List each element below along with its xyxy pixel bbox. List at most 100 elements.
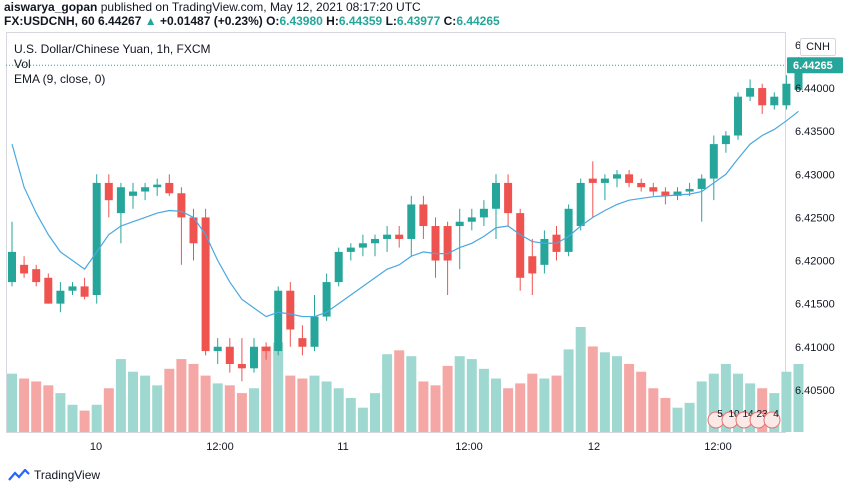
chart-legend: U.S. Dollar/Chinese Yuan, 1h, FXCM Vol E…: [14, 42, 211, 87]
candle-body: [431, 226, 440, 261]
currency-button[interactable]: CNH: [800, 38, 836, 56]
event-badges[interactable]: 5 10 14 23 4: [707, 409, 781, 429]
candle-body: [165, 182, 174, 194]
volume-bar: [672, 407, 683, 432]
candle-body: [770, 96, 779, 106]
candle-body: [8, 251, 16, 283]
volume-bar: [91, 404, 102, 432]
volume-bars: [7, 327, 804, 432]
volume-bar: [370, 393, 380, 432]
volume-bar: [103, 388, 114, 432]
volume-bar: [781, 371, 792, 432]
candle-body: [576, 182, 585, 227]
legend-title[interactable]: U.S. Dollar/Chinese Yuan, 1h, FXCM: [14, 42, 211, 56]
candle-body: [564, 208, 573, 252]
candle-body: [262, 346, 271, 352]
candle-body: [492, 182, 500, 209]
volume-bar: [273, 342, 284, 432]
volume-bar: [261, 346, 272, 432]
candle-body: [540, 238, 549, 265]
price-tick-label: 6.40500: [795, 385, 835, 397]
ema-line: [11, 110, 799, 318]
candle-body: [68, 286, 77, 291]
volume-bar: [648, 388, 659, 432]
volume-bar: [733, 373, 743, 432]
candle-body: [443, 226, 452, 261]
time-tick-label: 12:00: [704, 441, 732, 453]
chart-panel[interactable]: [6, 32, 786, 433]
open-label: O:: [266, 14, 280, 28]
price-axis[interactable]: 6.445006.440006.435006.430006.425006.420…: [787, 40, 843, 397]
candle-body: [80, 286, 89, 297]
price-tick-label: 6.44000: [795, 83, 835, 95]
event-count: 5: [717, 409, 723, 420]
legend-vol[interactable]: Vol: [14, 57, 31, 71]
close-value: 6.44265: [456, 14, 500, 28]
volume-bar: [745, 383, 756, 432]
candle-body: [613, 174, 621, 179]
candle-body: [322, 282, 331, 317]
candle-body: [189, 217, 198, 244]
volume-bar: [696, 381, 707, 432]
volume-bar: [624, 363, 635, 432]
symbol-info: FX:USDCNH, 60 6.44267 ▲ +0.01487 (+0.23%…: [4, 14, 500, 28]
volume-bar: [418, 381, 429, 432]
candle-body: [250, 346, 258, 369]
candle-body: [129, 191, 137, 196]
candle-body: [504, 182, 513, 214]
last-price-label: 6.44265: [793, 60, 833, 72]
candle-body: [649, 187, 658, 192]
last-value: 6.44267: [98, 14, 142, 28]
event-count: 14: [742, 409, 754, 420]
volume-bar: [587, 346, 598, 432]
price-tick-label: 6.42500: [795, 212, 835, 224]
volume-bar: [636, 371, 647, 432]
published-text: published on TradingView.com, May 12, 20…: [100, 0, 421, 14]
volume-bar: [515, 383, 526, 432]
volume-bar: [720, 363, 731, 432]
publish-info: aiswarya_gopan published on TradingView.…: [4, 0, 421, 14]
candle-body: [697, 178, 706, 189]
candle-body: [588, 178, 597, 183]
volume-bar: [128, 371, 138, 432]
volume-bar: [224, 385, 235, 432]
author-name[interactable]: aiswarya_gopan: [4, 0, 98, 14]
candle-body: [177, 193, 186, 218]
change-up-icon: ▲: [144, 14, 157, 28]
volume-bar: [382, 354, 393, 432]
candle-body: [153, 184, 162, 188]
volume-bar: [236, 393, 247, 432]
volume-bar: [7, 373, 17, 432]
volume-bar: [708, 373, 719, 432]
volume-bar: [176, 359, 187, 432]
candle-body: [673, 191, 682, 196]
candle-body: [455, 221, 464, 227]
volume-bar: [309, 375, 320, 432]
time-tick-label: 12: [588, 441, 600, 453]
candle-body: [625, 174, 634, 183]
tradingview-branding[interactable]: TradingView: [8, 468, 100, 482]
volume-bar: [551, 375, 562, 432]
volume-bar: [406, 356, 417, 432]
candle-body: [116, 187, 125, 214]
time-axis[interactable]: 10 12:00 11 12:00 12 12:00: [90, 441, 732, 453]
volume-bar: [684, 402, 695, 432]
volume-bar: [503, 388, 514, 432]
time-tick-label: 11: [337, 441, 348, 453]
legend-ema[interactable]: EMA (9, close, 0): [14, 72, 106, 86]
candle-body: [56, 290, 65, 304]
candle-body: [516, 213, 525, 278]
tradingview-logo-icon: [8, 469, 30, 481]
volume-bar: [79, 410, 90, 432]
candle-body: [225, 346, 234, 365]
candle-body: [419, 204, 428, 227]
candle-body: [600, 178, 609, 183]
candle-body: [44, 277, 53, 304]
volume-bar: [152, 385, 163, 432]
header: aiswarya_gopan published on TradingView.…: [0, 0, 852, 32]
change-value: +0.01487 (+0.23%): [160, 14, 263, 28]
candle-body: [371, 238, 379, 244]
candle-body: [383, 234, 392, 239]
candle-body: [334, 251, 343, 283]
